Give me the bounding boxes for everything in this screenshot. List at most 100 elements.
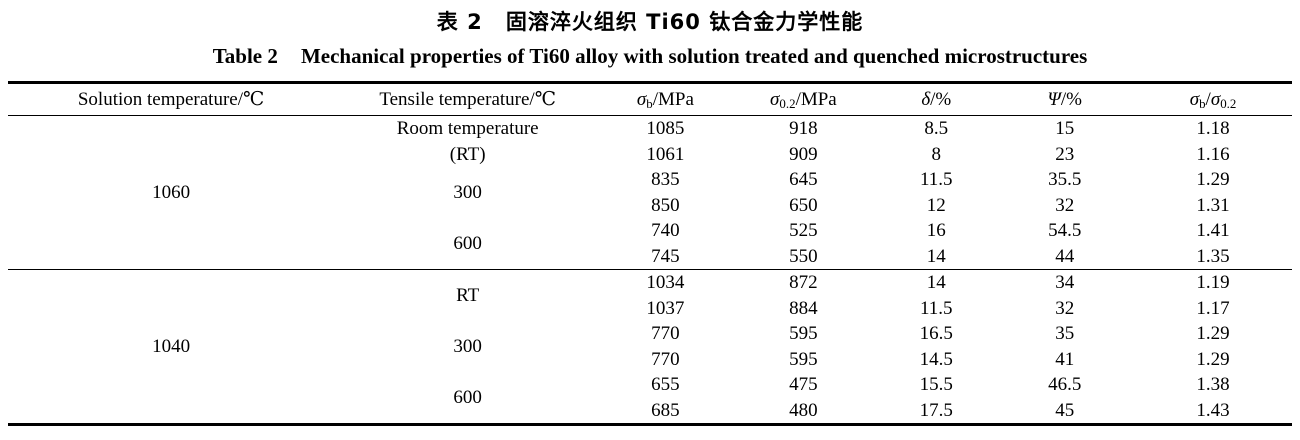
value-cell-sigma-0-2: 550	[729, 243, 878, 270]
header-segment: Tensile temperature/℃	[379, 89, 556, 110]
tensile-temp-cell: RT	[334, 270, 601, 322]
value-cell-delta: 16.5	[919, 323, 953, 344]
value-cell-psi: 35.5	[1048, 169, 1082, 190]
value-cell-sigma-0-2: 595	[789, 348, 818, 370]
table-row: 600 655 475 15.5 46.5 1.38	[8, 372, 1292, 408]
solution-temp-cell: 1060	[8, 115, 335, 270]
table-caption-en: Table 2 Mechanical properties of Ti60 all…	[0, 44, 1300, 69]
value-cell-psi: 32	[1055, 194, 1075, 216]
tensile-temp-cell: 300	[334, 321, 601, 372]
table-container: Solution temperature/℃ Tensile temperatur…	[8, 81, 1292, 426]
header-segment: b	[1199, 96, 1206, 112]
value-cell-delta: 14.5	[919, 348, 953, 370]
value-cell-psi: 15	[1055, 118, 1075, 139]
value-cell-sigma-b: 1034	[646, 272, 685, 293]
table-caption-en-label: Table 2	[212, 44, 278, 68]
value-cell-sigma-ratio: 1.18	[1196, 118, 1230, 139]
table-row: 1061 909 8 23 1.16	[8, 142, 1292, 168]
table-row: 1037 884 11.5 32 1.17	[8, 296, 1292, 322]
value-cell-delta: 11.5	[920, 169, 953, 190]
value-cell-sigma-ratio: 1.43	[1196, 399, 1230, 421]
value-cell-psi: 34	[1055, 272, 1075, 293]
tensile-temp-cell: 600	[334, 218, 602, 270]
value-cell-sigma-b: 745	[601, 243, 730, 270]
value-cell-sigma-0-2: 872	[789, 272, 818, 293]
value-cell-delta: 12	[926, 194, 946, 216]
value-cell-sigma-0-2: 480	[789, 399, 818, 421]
header-segment: Solution temperature/℃	[77, 89, 265, 110]
tensile-temp-label-line: (RT)	[449, 143, 486, 165]
solution-temp-cell: 1040	[152, 335, 191, 357]
table-row: 300 835 645 11.5 35.5 1.29	[8, 167, 1292, 203]
value-cell-sigma-b: 740	[651, 220, 680, 241]
value-cell-sigma-0-2: 918	[789, 118, 818, 139]
value-cell-sigma-ratio: 1.19	[1196, 272, 1230, 293]
col-header-delta: δ/%	[877, 82, 996, 116]
value-cell-sigma-b: 655	[651, 374, 680, 395]
tensile-temp-cell: 600	[334, 372, 601, 425]
value-cell-delta: 16	[926, 220, 946, 241]
value-cell-delta: 14	[926, 272, 946, 293]
tensile-temp-label-line: 300	[453, 181, 482, 203]
value-cell-sigma-0-2: 595	[789, 323, 818, 344]
value-cell-psi: 32	[1055, 297, 1075, 319]
value-cell-sigma-ratio: 1.35	[1134, 243, 1292, 270]
header-segment: 0.2	[779, 96, 796, 112]
value-cell-psi: 54.5	[1048, 220, 1082, 241]
header-segment: Ψ	[1047, 88, 1061, 110]
col-header-sigma-ratio: σb/σ0.2	[1134, 82, 1292, 116]
value-cell-sigma-b: 1085	[646, 118, 685, 139]
value-cell-delta: 8	[931, 143, 942, 165]
header-segment: σ	[636, 88, 647, 110]
header-segment: σ	[1189, 88, 1200, 110]
value-cell-sigma-ratio: 1.29	[1196, 323, 1230, 344]
value-cell-psi: 46.5	[1048, 374, 1082, 395]
table-row: 600 740 525 16 54.5 1.41	[8, 218, 1292, 270]
table-caption-zh: 表 2 固溶淬火组织 Ti60 钛合金力学性能	[0, 0, 1300, 35]
value-cell-sigma-0-2: 475	[789, 374, 818, 395]
value-cell-delta: 14	[877, 243, 996, 270]
value-cell-sigma-b: 770	[651, 323, 680, 344]
value-cell-delta: 15.5	[919, 374, 953, 395]
col-header-tensile-temperature: Tensile temperature/℃	[334, 82, 602, 116]
value-cell-sigma-b: 1061	[646, 143, 685, 165]
value-cell-sigma-ratio: 1.29	[1196, 169, 1230, 190]
tensile-temp-cell: Room temperature (RT)	[334, 116, 601, 168]
col-header-psi: Ψ/%	[995, 82, 1135, 116]
col-header-sigma-b: σb/MPa	[601, 82, 730, 116]
table-caption-en-text: Mechanical properties of Ti60 alloy with…	[300, 44, 1088, 68]
tensile-temp-cell: 300	[334, 167, 601, 218]
value-cell-sigma-b: 770	[651, 348, 680, 370]
tensile-temp-label-line: 600	[453, 386, 482, 408]
value-cell-sigma-ratio: 1.16	[1196, 143, 1230, 165]
header-segment: σ	[1210, 88, 1221, 110]
value-cell-sigma-ratio: 1.31	[1196, 194, 1230, 216]
value-cell-sigma-ratio: 1.29	[1196, 348, 1230, 370]
value-cell-psi: 35	[1055, 323, 1075, 344]
table-caption-zh-text: 固溶淬火组织 Ti60 钛合金力学性能	[505, 10, 864, 34]
table-row: 685 480 17.5 45 1.43	[8, 398, 1292, 425]
tensile-temp-label-line: RT	[456, 284, 480, 306]
tensile-temp-label-line: Room temperature	[396, 118, 539, 139]
value-cell-sigma-b: 1037	[646, 297, 685, 319]
value-cell-sigma-b: 835	[651, 169, 680, 190]
value-cell-sigma-0-2: 525	[789, 220, 818, 241]
table-caption-zh-label: 表 2	[436, 10, 483, 34]
header-segment: δ	[921, 88, 931, 110]
tensile-temp-label-line: 300	[453, 335, 482, 357]
value-cell-sigma-b: 685	[651, 399, 680, 421]
value-cell-psi: 41	[1055, 348, 1075, 370]
table-row: 850 650 12 32 1.31	[8, 193, 1292, 219]
value-cell-sigma-b: 850	[651, 194, 680, 216]
header-segment: b	[646, 96, 653, 112]
header-segment: /%	[930, 88, 952, 110]
value-cell-sigma-ratio: 1.38	[1196, 374, 1230, 395]
value-cell-sigma-0-2: 645	[789, 169, 818, 190]
table-row: 1060 Room temperature (RT) 1085 918 8.5 15 1.18	[8, 115, 1292, 270]
value-cell-delta: 8.5	[924, 118, 949, 139]
value-cell-sigma-0-2: 909	[789, 143, 818, 165]
table-row: 1040 RT 1034 872 14 34 1.19	[8, 270, 1292, 357]
header-segment: 0.2	[1220, 96, 1237, 112]
header-segment: /MPa	[795, 88, 837, 110]
